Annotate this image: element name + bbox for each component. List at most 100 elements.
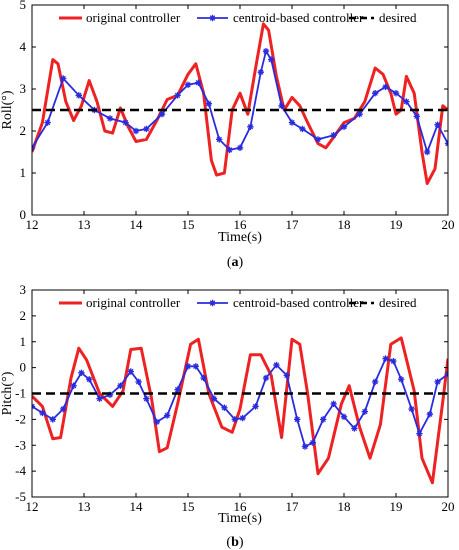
centroid-controller-point xyxy=(398,376,405,383)
centroid-controller-point xyxy=(257,69,264,76)
x-tick-label: 13 xyxy=(78,499,91,514)
x-tick-label: 17 xyxy=(286,499,300,514)
centroid-controller-point xyxy=(231,416,238,423)
legend-label: centroid-based controller xyxy=(233,10,364,25)
centroid-controller-point xyxy=(135,378,142,386)
centroid-controller-point xyxy=(192,363,199,370)
centroid-controller-point xyxy=(143,395,150,402)
centroid-controller-point xyxy=(210,395,218,402)
centroid-controller-point xyxy=(143,125,150,133)
centroid-controller-line xyxy=(32,50,448,153)
centroid-controller-point xyxy=(340,123,348,130)
centroid-controller-point xyxy=(392,90,400,97)
centroid-controller-point xyxy=(434,378,441,386)
legend-label: desired xyxy=(379,295,417,310)
centroid-controller-point xyxy=(262,48,270,55)
legend-label: centroid-based controller xyxy=(233,295,364,310)
centroid-controller-point xyxy=(200,374,207,382)
centroid-controller-point xyxy=(174,386,181,393)
centroid-controller-point xyxy=(226,146,233,154)
centroid-controller-point xyxy=(294,416,301,423)
centroid-controller-point xyxy=(340,413,348,420)
x-tick-label: 20 xyxy=(442,499,455,514)
centroid-controller-point xyxy=(372,378,379,386)
centroid-controller-point xyxy=(320,416,327,423)
centroid-controller-point xyxy=(205,100,212,107)
x-tick-label: 18 xyxy=(338,217,351,232)
centroid-controller-point xyxy=(221,404,228,411)
legend-label: desired xyxy=(379,10,417,25)
chart-panel-1: 12 13 14 15 16 17 18 19 20012345Time(s)Roll(°)or… xyxy=(0,0,455,270)
y-tick-label: -4 xyxy=(15,463,26,478)
centroid-controller-point xyxy=(158,111,166,118)
y-tick-label: 2 xyxy=(20,123,27,138)
x-tick-label: 17 xyxy=(286,217,300,232)
plot-area xyxy=(32,336,448,485)
centroid-controller-point xyxy=(127,368,134,375)
x-tick-label: 19 xyxy=(390,217,403,232)
centroid-controller-point xyxy=(60,405,67,413)
legend-label: original controller xyxy=(86,10,181,25)
x-axis-label: Time(s) xyxy=(218,511,262,526)
y-tick-label: 1 xyxy=(20,334,27,349)
centroid-controller-point xyxy=(195,79,202,86)
y-tick-label: 3 xyxy=(20,81,27,96)
x-tick-label: 14 xyxy=(130,217,144,232)
y-tick-label: 3 xyxy=(20,282,27,297)
centroid-controller-point xyxy=(75,92,82,99)
y-tick-label: 0 xyxy=(20,207,27,222)
centroid-controller-point xyxy=(122,119,129,126)
x-tick-label: 15 xyxy=(182,217,195,232)
panel-label: (a) xyxy=(227,255,244,270)
y-tick-label: -3 xyxy=(15,437,26,452)
legend: original controller centroid-based contro… xyxy=(59,10,417,25)
centroid-controller-point xyxy=(309,439,316,446)
centroid-controller-point xyxy=(216,136,223,143)
y-tick-label: -5 xyxy=(15,489,26,504)
centroid-controller-point xyxy=(262,374,270,382)
centroid-controller-point xyxy=(174,92,181,99)
centroid-controller-point xyxy=(236,144,244,151)
centroid-controller-point xyxy=(78,369,85,376)
centroid-controller-point xyxy=(247,123,254,130)
panel-label: (b) xyxy=(226,535,243,550)
centroid-controller-point xyxy=(390,357,397,365)
y-tick-label: 2 xyxy=(20,308,27,323)
legend-marker xyxy=(209,14,216,22)
y-axis-label: Pitch(°) xyxy=(0,371,15,415)
y-axis-label: Roll(°) xyxy=(0,90,15,129)
centroid-controller-point xyxy=(351,425,358,432)
centroid-controller-point xyxy=(117,382,124,389)
centroid-controller-point xyxy=(382,83,389,91)
y-tick-label: 4 xyxy=(20,39,27,54)
x-tick-label: 16 xyxy=(234,217,248,232)
legend: original controller centroid-based contro… xyxy=(59,295,417,310)
centroid-controller-point xyxy=(301,443,309,450)
centroid-controller-point xyxy=(314,136,322,143)
x-tick-label: 12 xyxy=(26,217,39,232)
centroid-controller-point xyxy=(403,98,410,105)
centroid-controller-point xyxy=(356,111,363,118)
centroid-controller-point xyxy=(424,148,431,156)
centroid-controller-point xyxy=(283,372,290,379)
centroid-controller-point xyxy=(408,405,415,413)
x-tick-label: 18 xyxy=(338,499,351,514)
centroid-controller-point xyxy=(39,409,46,417)
centroid-controller-point xyxy=(184,363,192,370)
x-tick-label: 19 xyxy=(390,499,403,514)
y-tick-label: 1 xyxy=(20,165,27,180)
centroid-controller-point xyxy=(382,355,389,362)
centroid-controller-point xyxy=(239,414,246,422)
plot-area xyxy=(32,22,448,185)
centroid-controller-point xyxy=(273,361,280,369)
centroid-controller-point xyxy=(106,115,114,122)
centroid-controller-point xyxy=(416,430,423,437)
centroid-controller-point xyxy=(184,81,192,88)
x-tick-label: 20 xyxy=(442,217,455,232)
y-tick-label: -1 xyxy=(15,386,26,401)
centroid-controller-point xyxy=(330,400,337,408)
centroid-controller-point xyxy=(60,75,67,82)
original-controller-line xyxy=(32,336,448,485)
legend-marker xyxy=(209,299,216,307)
